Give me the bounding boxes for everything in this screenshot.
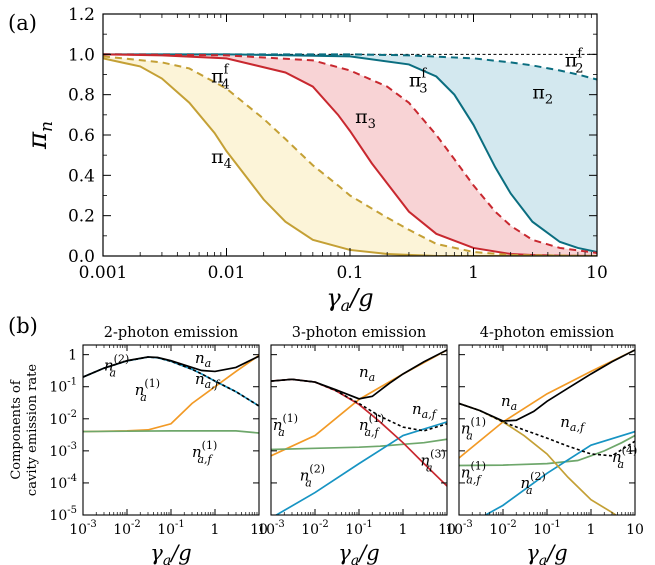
- x-tick-label: 10-1: [533, 519, 561, 538]
- band-pi4: [103, 56, 597, 256]
- plot-area: [271, 349, 447, 515]
- y-tick-label: 10-2: [49, 409, 77, 428]
- subplot-title: 4-photon emission: [480, 325, 615, 341]
- x-tick-label: 10-2: [113, 519, 141, 538]
- label-pi4: π4: [211, 146, 232, 172]
- label-pi3f: πf 3: [409, 67, 428, 97]
- x-tick-label: 10-3: [445, 519, 473, 538]
- y-axis-label: cavity emission rate: [25, 364, 40, 496]
- label-na1: n(1) a: [273, 412, 298, 439]
- subplot-title: 2-photon emission: [104, 325, 239, 341]
- series-pi2: [103, 53, 597, 253]
- label-na1: n(1) a: [461, 415, 486, 442]
- series-na1f: [271, 438, 447, 451]
- x-axis-label: γa/g: [326, 284, 373, 315]
- series-pi3f: [103, 53, 597, 254]
- label-na2: n(2) a: [521, 470, 546, 497]
- series-naf: [459, 402, 635, 457]
- y-tick-label: 0.8: [68, 86, 95, 106]
- label-na1f: n(1) a,f: [461, 459, 486, 486]
- chart-b-3-photon: 3-photon emission 10-3 10-2 10-1 1 10 γa/g na na…: [257, 325, 456, 565]
- panel-label-b: (b): [8, 314, 38, 338]
- label-pi4f: πf 4: [211, 63, 230, 93]
- band-pi3: [103, 54, 597, 256]
- x-tick-label: 10-2: [489, 519, 517, 538]
- y-tick-label: 1.0: [68, 45, 95, 65]
- series-na1f: [459, 434, 635, 467]
- axes-frame: [458, 344, 636, 516]
- label-na1f: n(1) a,f: [359, 412, 384, 439]
- series-na2: [483, 430, 635, 515]
- chart-a: 0.001 0.01 0.1 1 10 0.0 0.2 0.4 0.6 0.8 1.0 1.2 γa/g…: [23, 5, 608, 315]
- label-na: na: [501, 392, 517, 413]
- plot-area: [459, 349, 635, 515]
- y-tick-label: 0.4: [68, 166, 95, 186]
- label-pi2: π2: [532, 82, 553, 108]
- band-pi2: [103, 54, 597, 252]
- series-pi4f: [103, 55, 597, 256]
- x-tick-label: 0.001: [79, 263, 128, 283]
- x-tick-label: 1: [587, 522, 596, 538]
- x-tick-label: 0.01: [208, 263, 246, 283]
- label-na1: n(1) a: [135, 377, 160, 404]
- y-tick-label: 10-1: [49, 377, 77, 396]
- series-pi2f: [103, 53, 597, 81]
- y-tick-label: 1.2: [68, 5, 95, 25]
- label-na2: n(2) a: [300, 462, 325, 489]
- label-na: na: [195, 349, 211, 370]
- y-tick-label: 0.0: [68, 247, 95, 267]
- y-tick-label: 10-5: [49, 505, 77, 524]
- label-na: na: [359, 363, 375, 384]
- y-tick-label: 0.2: [68, 207, 95, 227]
- label-pi2f: πf 2: [565, 46, 584, 76]
- series-na2: [274, 421, 447, 515]
- x-tick-label: 10: [250, 522, 268, 538]
- series-na: [459, 349, 635, 422]
- plot-area: [103, 53, 597, 256]
- x-tick-label: 1: [468, 263, 479, 283]
- y-tick-label: 10-4: [49, 473, 77, 492]
- x-tick-label: 10-3: [257, 519, 285, 538]
- label-pi3: π3: [355, 106, 376, 132]
- series-na1: [459, 349, 635, 459]
- chart-b-2-photon: 2-photon emission 10-3 10-2 10-1 1 10 1 10-1 10-…: [9, 325, 268, 565]
- subplot-title: 3-photon emission: [292, 325, 427, 341]
- x-tick-label: 1: [399, 522, 408, 538]
- panel-label-a: (a): [8, 11, 37, 35]
- x-tick-label: 1: [211, 522, 220, 538]
- series-na1f: [83, 430, 259, 434]
- label-naf: na,f: [412, 400, 438, 421]
- label-naf: na,f: [195, 370, 221, 391]
- x-axis-label: γa/g: [526, 541, 567, 565]
- label-na1f: n(1) a,f: [192, 439, 217, 466]
- x-axis-label: γa/g: [338, 541, 379, 565]
- x-tick-label: 10-2: [301, 519, 329, 538]
- label-na4: n(4) a: [612, 444, 637, 471]
- x-tick-label: 10-1: [345, 519, 373, 538]
- y-tick-label: 0.6: [68, 126, 95, 146]
- series-pi4: [103, 57, 597, 256]
- x-tick-label: 10: [438, 522, 456, 538]
- y-tick-label: 1: [68, 348, 77, 364]
- y-tick-label: 10-3: [49, 441, 77, 460]
- chart-b-4-photon: 4-photon emission 10-3 10-2 10-1 1 10 γa/g na na…: [445, 325, 644, 565]
- x-tick-label: 0.1: [336, 263, 363, 283]
- y-axis-label: πn: [23, 121, 57, 150]
- label-na2: n(2) a: [104, 353, 129, 380]
- label-na3: n(3) a: [421, 447, 446, 474]
- plot-area: [83, 354, 259, 434]
- x-tick-label: 10-3: [69, 519, 97, 538]
- x-tick-label: 10: [586, 263, 608, 283]
- series-naf: [83, 356, 259, 407]
- series-na: [271, 349, 447, 400]
- label-naf: na,f: [560, 413, 586, 434]
- x-axis-label: γa/g: [150, 541, 191, 565]
- x-tick-label: 10-1: [157, 519, 185, 538]
- y-axis-label: Components of: [9, 379, 24, 480]
- x-tick-label: 10: [626, 522, 644, 538]
- series-pi3: [103, 53, 597, 256]
- series-naf: [271, 378, 447, 432]
